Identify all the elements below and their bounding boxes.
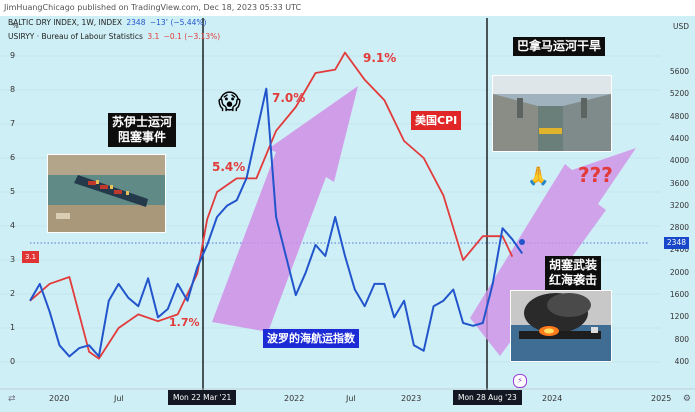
time-zoom-icon[interactable]: ⇄ xyxy=(8,394,16,404)
right-axis-unit: USD xyxy=(672,22,689,31)
right-axis-tick: 4000 xyxy=(669,156,689,166)
left-axis-tick: 5 xyxy=(10,187,16,196)
praying-hands-emoji: 🙏 xyxy=(527,166,550,187)
left-axis-tick: 4 xyxy=(10,221,16,230)
cpi-series xyxy=(29,51,514,360)
left-axis-unit: % xyxy=(12,22,19,30)
houthi-annotation-box: 胡塞武装 红海袭击 xyxy=(545,256,602,290)
right-axis-tick: 4400 xyxy=(669,133,689,143)
right-axis-tick: 4800 xyxy=(669,111,689,121)
right-axis-tick: 1600 xyxy=(669,290,689,300)
event-bolt-icon[interactable]: ⚡ xyxy=(513,374,527,388)
red-sea-attack-photo xyxy=(510,290,612,362)
panama-canal-photo xyxy=(492,75,612,152)
right-axis-tick: 3200 xyxy=(669,200,689,210)
legend-bdi-value: 2348 xyxy=(126,18,146,27)
x-tick-2023: 2023 xyxy=(401,394,422,403)
right-axis-tick: 2800 xyxy=(669,223,689,233)
right-axis-tick: 2000 xyxy=(669,267,689,277)
legend-bdi-name: BALTIC DRY INDEX, 1W, INDEX xyxy=(8,18,122,27)
legend-row-bdi[interactable]: BALTIC DRY INDEX, 1W, INDEX 2348 −13’ (−… xyxy=(8,18,206,27)
left-axis-tick: 6 xyxy=(10,153,16,162)
x-tick-jul-2020: Jul xyxy=(114,394,124,403)
right-axis-tick: 3600 xyxy=(669,178,689,188)
right-axis-tick: 800 xyxy=(674,334,689,344)
right-price-badge: 2348 xyxy=(663,237,689,249)
right-axis-tick: 5600 xyxy=(669,67,689,76)
bdi-series xyxy=(29,87,524,358)
x-tick-jul-2022: Jul xyxy=(346,394,356,403)
left-axis-tick: 8 xyxy=(10,85,16,94)
bdi-last-point xyxy=(519,239,525,245)
left-value-badge: 3.1 xyxy=(22,251,40,263)
publish-header: JimHuangChicago published on TradingView… xyxy=(0,0,695,16)
suez-ship-photo xyxy=(47,154,166,233)
x-tick-2025: 2025 xyxy=(651,394,672,403)
pct-annotation-7-0: 7.0% xyxy=(272,91,306,105)
bdi-label-box: 波罗的海航运指数 xyxy=(263,329,359,348)
left-axis-tick: 3 xyxy=(10,255,16,264)
suez-annotation-box: 苏伊士运河 阻塞事件 xyxy=(108,113,177,147)
x-badge-suez-date: Mon 22 Mar '21 xyxy=(168,390,237,405)
cpi-line xyxy=(29,51,514,360)
pct-annotation-5-4: 5.4% xyxy=(212,160,246,174)
left-axis-tick: 9 xyxy=(10,51,16,60)
rising-arrow-1 xyxy=(212,86,358,332)
legend-cpi-name: USIRYY · Bureau of Labour Statistics xyxy=(8,32,143,41)
legend-cpi-change: −0.1 (−3.13%) xyxy=(163,32,221,41)
cpi-label-box: 美国CPI xyxy=(411,111,462,130)
pct-annotation-1-7: 1.7% xyxy=(169,316,200,329)
left-axis-tick: 0 xyxy=(10,357,16,366)
question-marks: ??? xyxy=(578,163,613,187)
x-tick-2022: 2022 xyxy=(284,394,305,403)
right-axis-tick: 2400 xyxy=(669,245,689,255)
right-axis-tick: 5200 xyxy=(669,89,689,99)
left-axis-tick: 2 xyxy=(10,289,16,298)
x-tick-2024: 2024 xyxy=(542,394,563,403)
x-tick-2020: 2020 xyxy=(49,394,70,403)
x-badge-panama-date: Mon 28 Aug '23 xyxy=(453,390,522,405)
axis-settings-icon[interactable]: ⚙ xyxy=(682,394,691,404)
left-axis-tick: 7 xyxy=(10,119,16,128)
right-axis-tick: 1200 xyxy=(669,312,689,322)
bdi-line xyxy=(29,87,524,358)
screaming-face-emoji: 😱 xyxy=(218,90,241,115)
legend-cpi-value: 3.1 xyxy=(147,32,160,41)
pct-annotation-9-1: 9.1% xyxy=(363,51,397,65)
right-axis-tick: 400 xyxy=(674,357,689,366)
legend-row-cpi[interactable]: USIRYY · Bureau of Labour Statistics 3.1… xyxy=(8,32,220,41)
legend-bdi-change: −13’ (−5.44%) xyxy=(149,18,207,27)
panama-annotation-box: 巴拿马运河干旱 xyxy=(513,37,606,56)
left-axis-tick: 1 xyxy=(10,323,16,332)
